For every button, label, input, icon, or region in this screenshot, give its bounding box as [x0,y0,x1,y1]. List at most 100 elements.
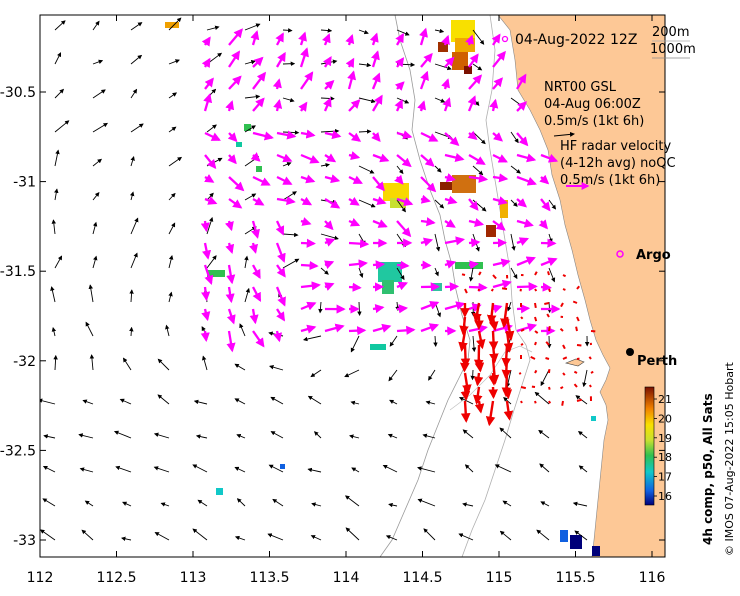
x-tick-label: 115 [486,570,513,586]
hf-arrow [590,385,591,387]
hf-arrow [535,370,536,373]
hf-arrow [535,303,536,308]
hf-arrow [519,373,521,374]
x-tick-label: 114.5 [402,570,442,586]
hf-arrow [493,345,495,361]
hf-arrow [577,400,582,401]
y-tick-label: -31 [13,175,36,191]
colorbar-tick-label: 18 [658,451,672,464]
credit-text: © IMOS 07-Aug-2022 15:05 Hobart [723,362,736,556]
argo-label: Argo [636,248,671,263]
gsl-arrow [469,242,479,243]
gsl-arrow [421,265,430,266]
hf-arrow [591,372,593,373]
colorbar-tick-label: 17 [658,471,672,484]
hf-arrow [561,387,564,388]
model-arrow [131,328,132,336]
hf-arrow [493,373,494,384]
gsl-arrow [301,243,314,244]
gsl-arrow [397,308,406,309]
gsl-arrow [349,287,360,288]
hf-arrow [521,344,523,345]
gsl-arrow [397,265,408,266]
colorbar-tick-label: 21 [658,393,672,406]
gsl-arrow [205,331,206,340]
hf-arrow [535,317,536,321]
gsl-arrow [469,264,477,265]
hf-arrow [492,289,493,291]
hf-arrow [535,401,536,403]
hf-arrow [521,387,526,388]
colorbar-tick-label: 20 [658,412,672,425]
gsl-line-2: 04-Aug 06:00Z [544,97,641,112]
hf-arrow [576,327,577,331]
hf-arrow [573,302,577,304]
model-arrow [283,30,292,31]
hf-arrow [535,289,536,291]
gsl-arrow [517,286,536,287]
model-arrow [473,370,474,379]
hf-arrow [577,345,581,346]
hf-arrow [548,271,549,275]
hf-arrow [549,289,550,292]
gsl-arrow [349,243,367,244]
gsl-arrow [373,307,383,309]
x-tick-label: 113.5 [249,570,289,586]
hf-arrow [478,373,480,385]
hf-arrow [521,401,522,403]
x-tick-label: 112 [27,570,54,586]
y-tick-label: -32 [13,354,36,370]
hf-arrow [493,387,494,397]
hf-line-1: HF radar velocity [560,139,672,154]
gsl-arrow [541,287,550,288]
depth-label-200m: 200m [652,25,689,40]
hf-arrow [464,359,465,371]
hf-arrow [544,303,549,304]
gsl-arrow [205,287,207,299]
hf-arrow [574,372,577,373]
colorbar-tick-label: 16 [658,490,672,503]
x-tick-label: 113 [180,570,207,586]
hf-arrow [521,330,524,332]
depth-label-1000m: 1000m [650,42,696,57]
hf-arrow [462,274,465,275]
hf-arrow [563,289,565,290]
hf-arrow [521,317,523,319]
x-tick-label: 112.5 [96,570,136,586]
model-arrow [359,302,360,315]
y-tick-label: -33 [13,533,36,549]
hf-arrow [562,401,563,406]
perth-label: Perth [637,354,677,369]
hf-arrow [549,401,550,403]
hf-arrow [502,288,507,289]
gsl-arrow [301,265,317,266]
date-label: 04-Aug-2022 12Z [515,32,637,48]
y-tick-label: -31.5 [0,264,36,280]
hf-arrow [535,342,536,345]
hf-arrow [479,359,480,371]
gsl-arrow [445,286,457,287]
hf-arrow [563,373,565,375]
hf-arrow [465,401,466,421]
colorbar-tick-label: 19 [658,432,672,445]
hf-arrow [549,387,550,390]
gsl-arrow [469,287,486,288]
hf-line-2: (4-12h avg) noQC [560,156,676,171]
gsl-line-3: 0.5m/s (1kt 6h) [544,114,644,129]
y-tick-label: -32.5 [0,443,36,459]
hf-arrow [546,358,550,359]
gsl-arrow [349,330,365,331]
hf-arrow [549,326,550,331]
gsl-arrow [373,264,383,265]
hf-arrow [507,387,508,397]
hf-arrow [465,387,466,399]
y-tick-label: -30.5 [0,85,36,101]
colorbar-label: 4h comp, p50, All Sats [701,393,715,545]
x-tick-label: 116 [639,570,666,586]
gsl-arrow [517,308,528,309]
x-tick-label: 114 [333,570,360,586]
gsl-arrow [205,221,206,230]
hf-arrow [563,275,566,276]
